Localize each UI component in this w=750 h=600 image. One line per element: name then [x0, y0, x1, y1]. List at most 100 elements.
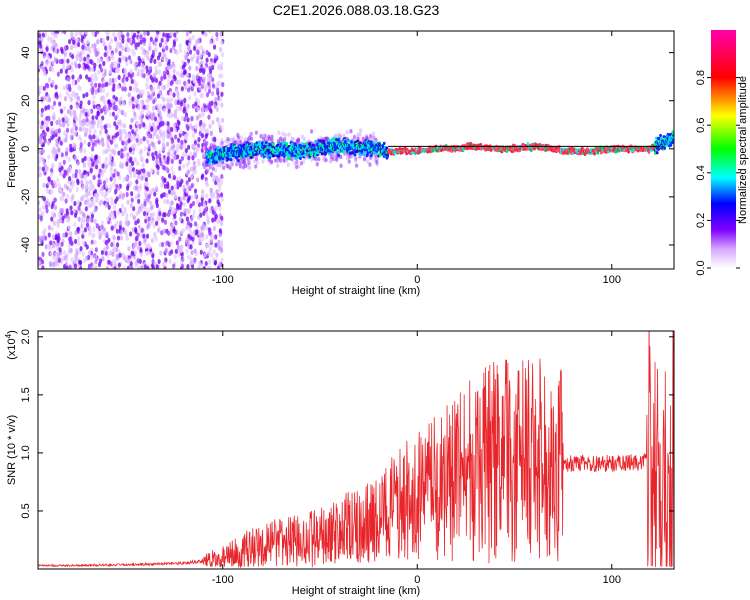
- spectrogram-cell: [101, 87, 106, 94]
- spectrogram-cell: [67, 156, 71, 163]
- spectrogram-cell: [126, 152, 130, 158]
- spectrogram-ridge-cell: [215, 160, 219, 164]
- spectrogram-cell: [186, 184, 190, 190]
- spectrogram-cell: [153, 126, 157, 132]
- spectrogram-cell: [121, 140, 125, 146]
- spectrogram-cell: [74, 125, 78, 132]
- spectrogram-cell: [42, 160, 46, 166]
- spectrogram-cell: [83, 227, 88, 233]
- spectrogram-cell: [149, 58, 153, 64]
- spectrogram-cell: [101, 256, 105, 262]
- spectrogram-cell: [212, 249, 216, 255]
- spectrogram-cell: [119, 96, 123, 102]
- spectrogram-cell: [354, 163, 359, 168]
- spectrogram-cell: [95, 114, 99, 120]
- spectrogram-cell: [191, 200, 196, 207]
- spectrogram-cell: [127, 55, 132, 61]
- spectrogram-cell: [215, 189, 219, 195]
- spectrogram-cell: [139, 183, 143, 189]
- spectrogram-cell: [111, 77, 115, 84]
- spectrogram-cell: [72, 90, 76, 96]
- spectrogram-cell: [38, 89, 41, 95]
- spectrogram-cell: [56, 178, 60, 184]
- spectrogram-cell: [208, 78, 212, 84]
- spectrogram-cell: [170, 79, 175, 85]
- spectrogram-cell: [123, 68, 127, 74]
- spectrogram-cell: [118, 128, 122, 134]
- spectrogram-cell: [81, 185, 85, 191]
- spectrogram-cell: [38, 33, 42, 39]
- spectrogram-cell: [178, 79, 182, 85]
- spectrogram-cell: [199, 212, 203, 218]
- spectrogram-cell: [40, 107, 44, 113]
- spectrogram-cell: [50, 226, 54, 232]
- spectrogram-cell: [170, 200, 174, 206]
- spectrogram-cell: [50, 45, 54, 51]
- spectrogram-cell: [59, 122, 63, 128]
- spectrogram-cell: [210, 205, 214, 211]
- spectrogram-cell: [215, 218, 220, 225]
- spectrogram-ridge-cell: [336, 148, 340, 152]
- spectrogram-cell: [170, 185, 174, 191]
- spectrogram-cell: [158, 207, 162, 213]
- spectrogram-cell: [69, 231, 73, 237]
- spectrogram-cell: [57, 136, 61, 142]
- spectrogram-cell: [92, 134, 96, 140]
- spectrogram-ridge-cell: [308, 143, 312, 147]
- spectrogram-cell: [207, 259, 212, 265]
- spectrogram-cell: [59, 68, 63, 74]
- spectrogram-cell: [166, 36, 170, 42]
- spectrogram-cell: [93, 129, 97, 135]
- spectrogram-ridge-cell: [277, 154, 281, 158]
- spectrogram-cell: [254, 130, 258, 135]
- spectrogram-cell: [107, 188, 111, 194]
- spectrogram-cell: [47, 154, 51, 160]
- spectrogram-cell: [86, 46, 90, 52]
- spectrogram-cell: [161, 142, 166, 148]
- spectrogram-cell: [191, 125, 195, 132]
- spectrogram-cell: [204, 180, 208, 186]
- spectrogram-cell: [131, 34, 136, 40]
- spectrogram-cell: [151, 142, 155, 148]
- spectrogram-cell: [133, 111, 137, 117]
- spectrogram-cell: [94, 206, 98, 213]
- spectrogram-cell: [101, 141, 105, 147]
- spectrogram-cell: [86, 56, 90, 62]
- spectrogram-cell: [136, 41, 141, 48]
- spectrogram-cell: [166, 240, 170, 246]
- spectrogram-cell: [109, 184, 113, 190]
- spectrogram-cell: [153, 41, 158, 47]
- spectrogram-cell: [91, 86, 95, 93]
- spectrogram-cell: [181, 151, 186, 158]
- spectrogram-cell: [69, 96, 73, 103]
- spectrogram-cell: [208, 106, 212, 113]
- spectrogram-cell: [106, 216, 110, 222]
- spectrogram-cell: [73, 155, 77, 161]
- spectrogram-cell: [124, 72, 129, 78]
- spectrogram-cell: [85, 74, 89, 80]
- spectrogram-cell: [186, 46, 191, 52]
- spectrogram-cell: [130, 197, 134, 203]
- spectrogram-cell: [136, 232, 140, 238]
- spectrogram-cell: [65, 208, 69, 214]
- spectrogram-cell: [179, 101, 183, 107]
- spectrogram-cell: [114, 47, 118, 54]
- spectrogram-cell: [173, 98, 178, 104]
- spectrogram-cell: [51, 79, 55, 86]
- spectrogram-cell: [182, 143, 187, 149]
- spectrogram-cell: [102, 98, 106, 104]
- spectrogram-cell: [214, 214, 218, 220]
- spectrogram-cell: [151, 112, 155, 118]
- spectrogram-ridge-cell: [265, 141, 268, 145]
- spectrogram-cell: [192, 53, 196, 59]
- spectrogram-cell: [68, 264, 72, 269]
- spectrogram-cell: [111, 212, 115, 218]
- spectrogram-cell: [55, 220, 59, 226]
- spectrogram-cell: [195, 38, 199, 45]
- spectrogram-cell: [57, 147, 61, 153]
- spectrogram-cell: [146, 197, 150, 203]
- spectrogram-cell: [103, 52, 107, 58]
- spectrogram-cell: [199, 126, 203, 132]
- spectrogram-cell: [77, 241, 81, 247]
- spectrogram-cell: [85, 64, 89, 70]
